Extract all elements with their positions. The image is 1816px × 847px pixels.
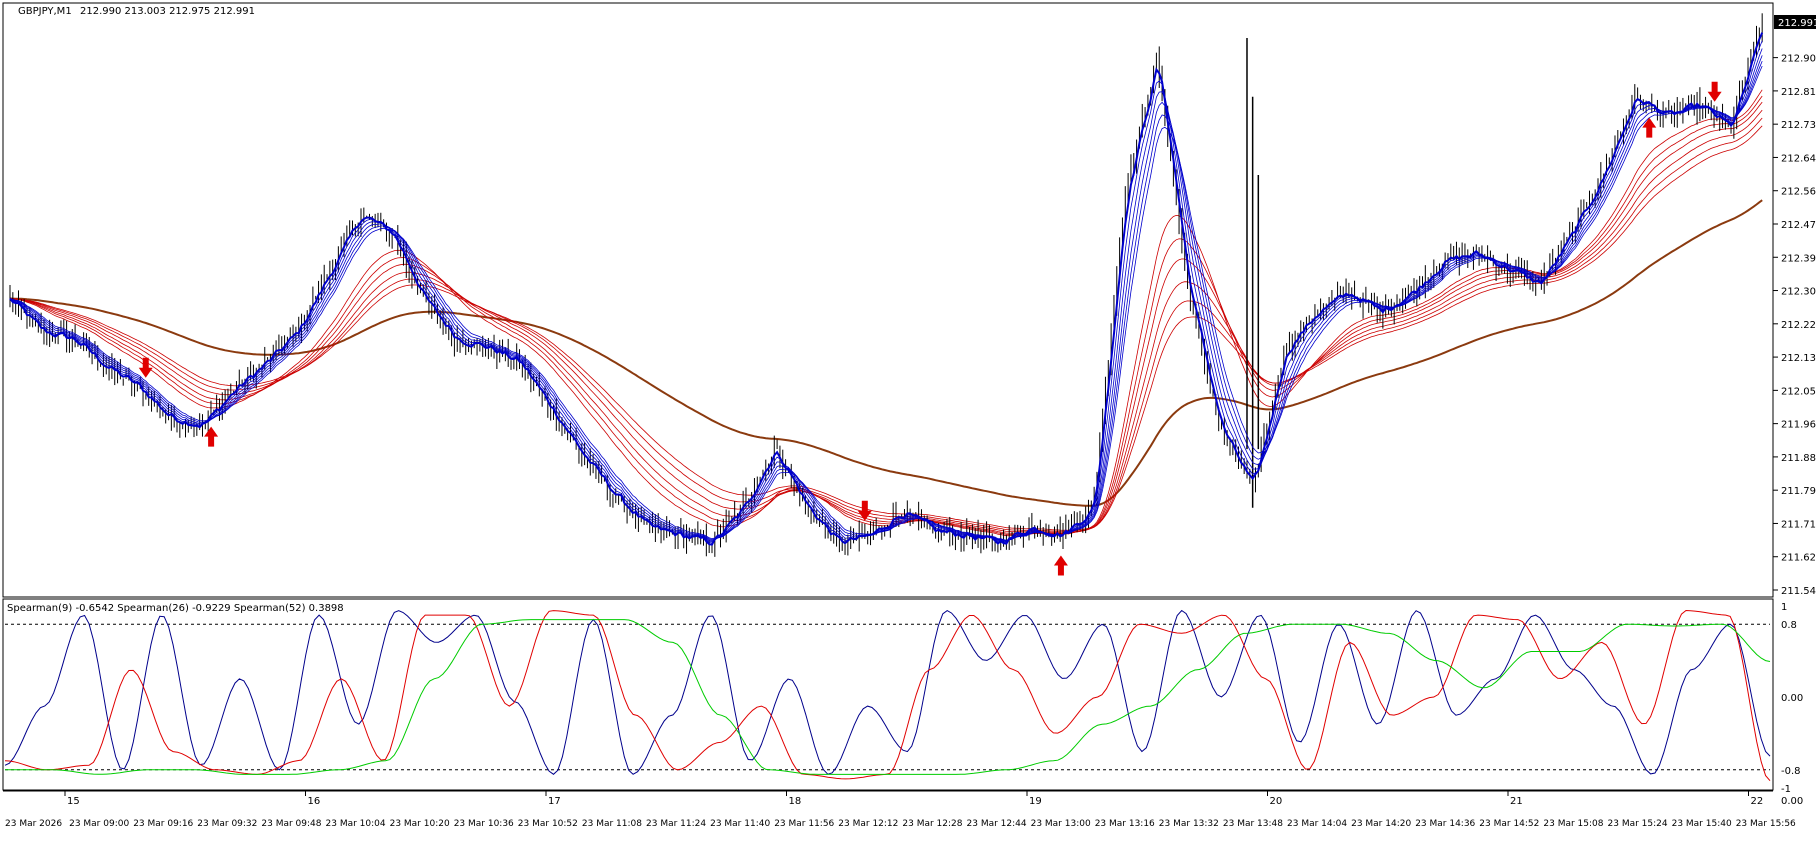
sell-arrow-down-icon [857, 500, 872, 521]
time-label: 23 Mar 13:32 [1159, 819, 1219, 829]
time-label: 23 Mar 10:52 [518, 819, 578, 829]
price-tick-label: 212.815 [1781, 87, 1816, 98]
time-label: 23 Mar 09:00 [69, 819, 129, 829]
day-label: 21 [1510, 796, 1523, 807]
time-label: 23 Mar 15:56 [1736, 819, 1796, 829]
indicator-label: Spearman(9) -0.6542 Spearman(26) -0.9229… [7, 603, 344, 614]
price-tick-label: 212.560 [1781, 187, 1816, 198]
price-tick-label: 211.880 [1781, 453, 1816, 464]
price-tick-label: 211.795 [1781, 486, 1816, 497]
price-tick-label: 211.710 [1781, 519, 1816, 530]
time-label: 23 Mar 14:04 [1287, 819, 1347, 829]
price-axis: 212.900 212.815 212.730 212.645 212.560 212.4… [1773, 15, 1816, 597]
price-tick-label: 212.220 [1781, 320, 1816, 331]
price-tick-label: 212.050 [1781, 386, 1816, 397]
indicator-tick-label: 0.8 [1781, 620, 1797, 631]
time-label: 23 Mar 10:04 [326, 819, 386, 829]
time-label: 23 Mar 10:36 [454, 819, 514, 829]
buy-arrow-up-icon [1053, 555, 1068, 576]
slow-ema-line [9, 95, 1763, 535]
time-label: 23 Mar 11:56 [774, 819, 834, 829]
indicator-series-line [4, 609, 1771, 775]
time-label: 23 Mar 09:32 [197, 819, 257, 829]
time-label: 23 Mar 12:28 [902, 819, 962, 829]
day-label: 15 [67, 796, 80, 807]
price-tick-label: 212.390 [1781, 253, 1816, 264]
price-tick-label: 211.625 [1781, 553, 1816, 564]
fast-ema-line [9, 48, 1763, 543]
sell-arrow-down-icon [1707, 81, 1722, 102]
day-label: 22 [1751, 796, 1764, 807]
time-label: 23 Mar 12:44 [967, 819, 1027, 829]
indicator-panel [4, 609, 1771, 782]
chart-header-ohlc: 212.990 213.003 212.975 212.991 [80, 6, 255, 17]
price-tick-label: 212.645 [1781, 153, 1816, 164]
price-tick-label: 212.475 [1781, 220, 1816, 231]
price-tick-label: 212.730 [1781, 120, 1816, 131]
slow-ema-line [9, 109, 1763, 534]
time-label: 23 Mar 10:20 [390, 819, 450, 829]
current-price-label: 212.991 [1778, 18, 1816, 29]
price-tick-label: 212.900 [1781, 54, 1816, 65]
time-label: 23 Mar 11:08 [582, 819, 642, 829]
slow-ema-line [9, 89, 1763, 537]
time-label: 23 Mar 09:48 [261, 819, 321, 829]
indicator-axis: 10.80.00-0.8-10.00 [1781, 602, 1803, 807]
buy-arrow-up-icon [1642, 117, 1657, 138]
indicator-tick-label: -0.8 [1781, 766, 1801, 777]
fast-ema-line [9, 40, 1763, 544]
indicator-tick-label: 0.00 [1781, 693, 1803, 704]
fast-ema-line [9, 65, 1763, 541]
time-axis: 15 16 17 18 19 20 21 22 23 Mar 2026 23 Mar 09:00 2… [5, 791, 1796, 829]
price-panel-frame [2, 2, 1774, 598]
time-label: 23 Mar 14:36 [1415, 819, 1475, 829]
slow-ema-line [9, 101, 1763, 534]
time-label: 23 Mar 13:48 [1223, 819, 1283, 829]
time-label: 23 Mar 14:20 [1351, 819, 1411, 829]
price-tick-label: 212.305 [1781, 287, 1816, 298]
indicator-tick-label: 1 [1781, 602, 1787, 613]
day-label: 16 [308, 796, 321, 807]
sell-arrow-down-icon [138, 357, 153, 378]
time-label: 23 Mar 09:16 [133, 819, 193, 829]
time-label: 23 Mar 15:08 [1543, 819, 1603, 829]
long-moving-average-line [9, 199, 1763, 507]
chart-header-symbol: GBPJPY,M1 [18, 6, 72, 17]
current-price-box [1774, 15, 1816, 29]
indicator-panel-frame [2, 598, 1774, 791]
price-tick-label: 211.965 [1781, 420, 1816, 431]
slow-ema-line [9, 125, 1763, 531]
price-tick-label: 211.540 [1781, 586, 1816, 597]
time-label: 23 Mar 13:00 [1031, 819, 1091, 829]
price-tick-label: 212.135 [1781, 353, 1816, 364]
day-label: 18 [789, 796, 802, 807]
time-label: 23 Mar 15:24 [1608, 819, 1668, 829]
day-label: 19 [1029, 796, 1042, 807]
time-label: 23 Mar 14:52 [1479, 819, 1539, 829]
day-label: 17 [548, 796, 561, 807]
indicator-tick-label: 0.00 [1781, 796, 1803, 807]
time-label: 23 Mar 2026 [5, 819, 62, 829]
time-label: 23 Mar 11:24 [646, 819, 706, 829]
indicator-tick-label: -1 [1781, 784, 1791, 795]
time-label: 23 Mar 12:12 [838, 819, 898, 829]
buy-arrow-up-icon [204, 426, 219, 447]
day-label: 20 [1270, 796, 1283, 807]
price-panel [9, 13, 1764, 576]
indicator-series-line [5, 619, 1771, 775]
time-label: 23 Mar 13:16 [1095, 819, 1155, 829]
time-label: 23 Mar 11:40 [710, 819, 770, 829]
time-label: 23 Mar 15:40 [1672, 819, 1732, 829]
